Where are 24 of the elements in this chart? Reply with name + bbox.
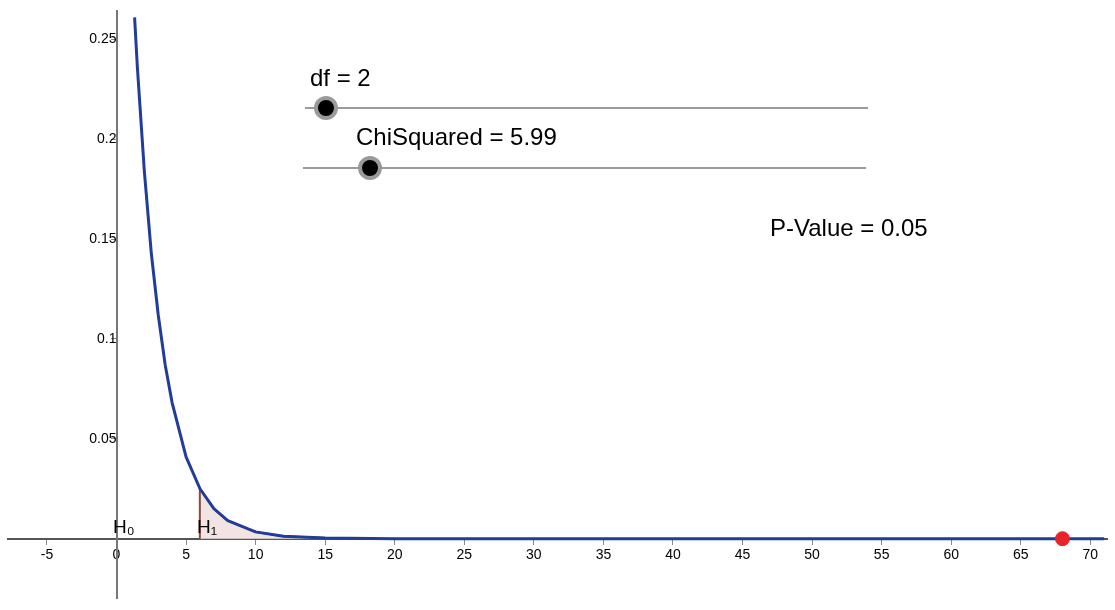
x-tick-label: 10: [247, 545, 264, 562]
x-tick-label: 55: [873, 545, 890, 562]
x-tick-label: 50: [804, 545, 821, 562]
x-tick-label: 65: [1012, 545, 1029, 562]
y-tick-label: 0.15: [89, 229, 117, 246]
annotation: ChiSquared = 5.99: [356, 123, 557, 151]
annotation: H₀: [113, 516, 135, 538]
x-tick-label: 40: [665, 545, 681, 562]
x-tick-label: 35: [595, 545, 612, 562]
x-tick-label: 15: [317, 545, 334, 562]
x-tick-label: 60: [943, 545, 960, 562]
annotation: P-Value = 0.05: [770, 214, 928, 242]
y-tick-label: 0.2: [97, 130, 117, 147]
x-tick-label: 5: [182, 545, 191, 562]
x-tick-label: 30: [526, 545, 542, 562]
x-tick-label: 20: [386, 545, 403, 562]
x-tick-label: -5: [40, 545, 54, 562]
annotation: df = 2: [310, 64, 371, 92]
x-tick-label: 45: [734, 545, 751, 562]
y-tick-label: 0.1: [97, 329, 117, 346]
x-tick-label: 70: [1082, 545, 1099, 562]
x-tick-label: 25: [456, 545, 473, 562]
y-tick-label: 0.25: [89, 30, 117, 47]
y-tick-label: 0.05: [89, 429, 117, 446]
